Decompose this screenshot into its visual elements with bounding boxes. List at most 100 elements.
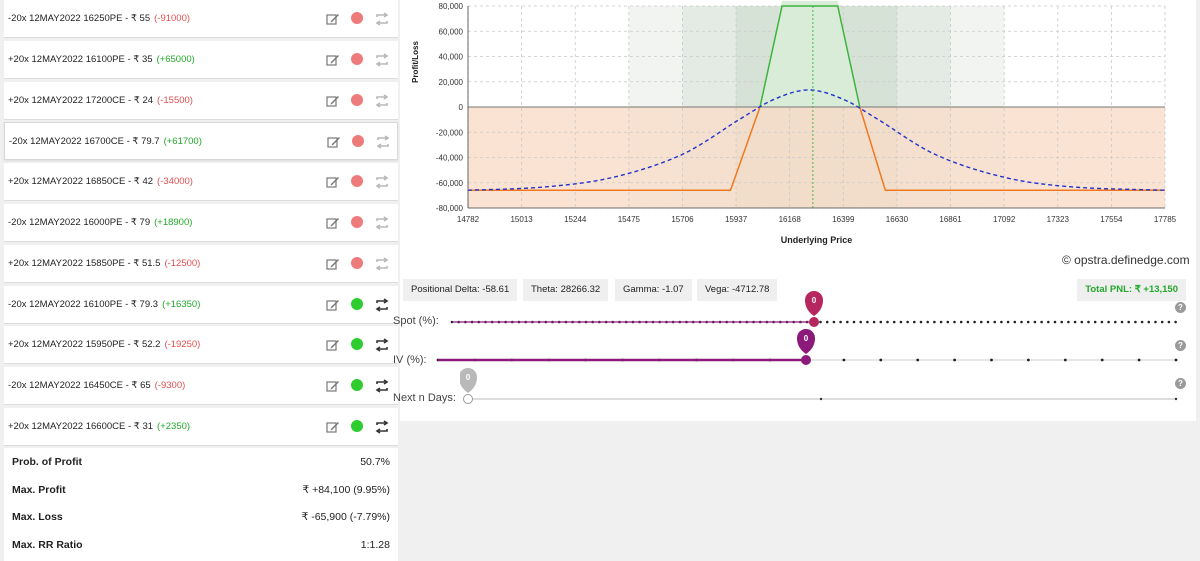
spot-slider-tick [939,320,943,324]
leg-description: -20x 12MAY2022 16100PE - ₹ 79.3 [8,298,159,310]
days-help-icon[interactable]: ? [1175,378,1186,389]
spot-slider-tick [1154,320,1157,324]
leg-toggle-dot[interactable] [351,379,363,392]
leg-pnl: (+61700) [163,136,202,148]
edit-icon[interactable] [326,338,340,352]
swap-icon[interactable] [374,53,390,67]
leg-description: +20x 12MAY2022 15850PE - ₹ 51.5 [8,257,161,269]
days-slider-tick [1174,397,1178,401]
leg-text: -20x 12MAY2022 16000PE - ₹ 79 (+18900) [8,204,192,242]
spot-slider-tick [1026,320,1030,324]
leg-toggle-dot[interactable] [351,297,363,310]
edit-icon[interactable] [326,257,340,271]
swap-icon[interactable] [374,338,390,353]
edit-icon[interactable] [326,175,340,189]
spot-slider-tick [1000,320,1003,324]
spot-slider-tick [839,320,842,324]
x-tick-label: 17092 [993,215,1016,224]
x-tick-label: 16399 [832,215,855,224]
total-pnl: Total PNL: ₹ +13,150 [1077,279,1186,301]
leg-toggle-dot[interactable] [351,216,363,228]
spot-slider-tick [1013,320,1017,324]
leg-toggle-dot[interactable] [351,420,363,432]
swap-icon[interactable] [374,420,390,434]
x-tick-label: 15475 [618,215,641,224]
iv-slider-tick [1063,358,1067,362]
spot-slider-tick [906,320,909,324]
swap-icon[interactable] [374,257,390,271]
greek-gamma: Gamma: -1.07 [615,279,692,301]
spot-slider-tick [1120,320,1124,324]
days-slider-value-marker [460,368,477,393]
edit-icon[interactable] [326,53,340,67]
swap-icon[interactable] [374,379,390,393]
iv-help-icon[interactable]: ? [1175,340,1186,351]
leg-description: +20x 12MAY2022 17200CE - ₹ 24 [8,94,154,106]
spot-slider-tick [872,320,876,324]
edit-icon[interactable] [326,420,340,434]
swap-icon[interactable] [374,175,390,189]
y-tick-label: 80,000 [439,2,464,11]
iv-slider-value-marker [797,329,815,354]
swap-icon[interactable] [374,93,390,108]
spot-slider-tick [1006,320,1010,324]
leg-row: +20x 12MAY2022 17200CE - ₹ 24 (-15500) [4,81,398,120]
spot-slider-tick [980,320,983,324]
spot-slider-tick [892,320,896,324]
stat-max-loss: Max. Loss ₹ -65,900 (-7.79%) [4,503,398,530]
iv-slider-tick [879,358,883,362]
spot-slider-tick [1053,320,1057,324]
y-tick-label: -60,000 [436,179,464,188]
spot-slider-tick [1087,320,1090,324]
greek-delta: Positional Delta: -58.61 [403,279,518,301]
leg-text: +20x 12MAY2022 16600CE - ₹ 31 (+2350) [8,408,190,446]
edit-icon[interactable] [326,94,340,108]
y-tick-label: 0 [459,103,464,112]
leg-toggle-dot[interactable] [352,135,364,148]
leg-toggle-dot[interactable] [351,175,363,188]
days-slider-tick [819,397,823,401]
stat-value: 50.7% [360,456,390,468]
swap-icon[interactable] [374,12,390,26]
iv-slider-tick [1027,358,1030,362]
x-tick-label: 16861 [939,215,962,224]
leg-description: +20x 12MAY2022 16600CE - ₹ 31 [8,421,154,432]
iv-slider[interactable]: 0 [436,326,1178,370]
spot-slider-handle[interactable] [809,317,819,327]
leg-pnl: (+16350) [162,298,201,310]
leg-pnl: (-34000) [157,176,193,188]
spot-slider-tick [946,320,950,324]
profit-area [759,0,860,107]
spot-slider-tick [973,320,976,324]
leg-toggle-dot[interactable] [351,52,363,65]
leg-toggle-dot[interactable] [351,93,363,106]
x-tick-label: 15013 [510,215,533,224]
leg-description: -20x 12MAY2022 16250PE - ₹ 55 [8,13,151,24]
spot-slider-tick [832,320,836,324]
iv-slider-handle[interactable] [801,355,811,365]
spot-slider-tick [1174,320,1177,324]
days-slider-handle[interactable] [463,394,473,404]
swap-icon[interactable] [374,297,390,312]
x-tick-label: 15244 [564,215,587,224]
stat-label: Max. Loss [12,511,63,523]
stat-value: ₹ -65,900 (-7.79%) [301,511,390,523]
spot-slider-tick [1107,320,1110,324]
edit-icon[interactable] [326,298,340,312]
leg-toggle-dot[interactable] [351,256,363,269]
edit-icon[interactable] [326,379,340,393]
edit-icon[interactable] [326,216,340,230]
swap-icon[interactable] [375,135,391,150]
spot-help-icon[interactable]: ? [1175,302,1186,313]
spot-slider[interactable]: 0 [448,288,1178,332]
leg-toggle-dot[interactable] [351,12,363,24]
leg-toggle-dot[interactable] [351,338,363,351]
y-tick-label: 40,000 [439,53,464,62]
leg-description: -20x 12MAY2022 16700CE - ₹ 79.7 [9,136,160,148]
edit-icon[interactable] [327,135,341,149]
days-slider[interactable]: 0 [460,364,1178,408]
swap-icon[interactable] [374,216,390,230]
edit-icon[interactable] [326,12,340,26]
y-axis-title: Profit/Loss [411,41,420,83]
